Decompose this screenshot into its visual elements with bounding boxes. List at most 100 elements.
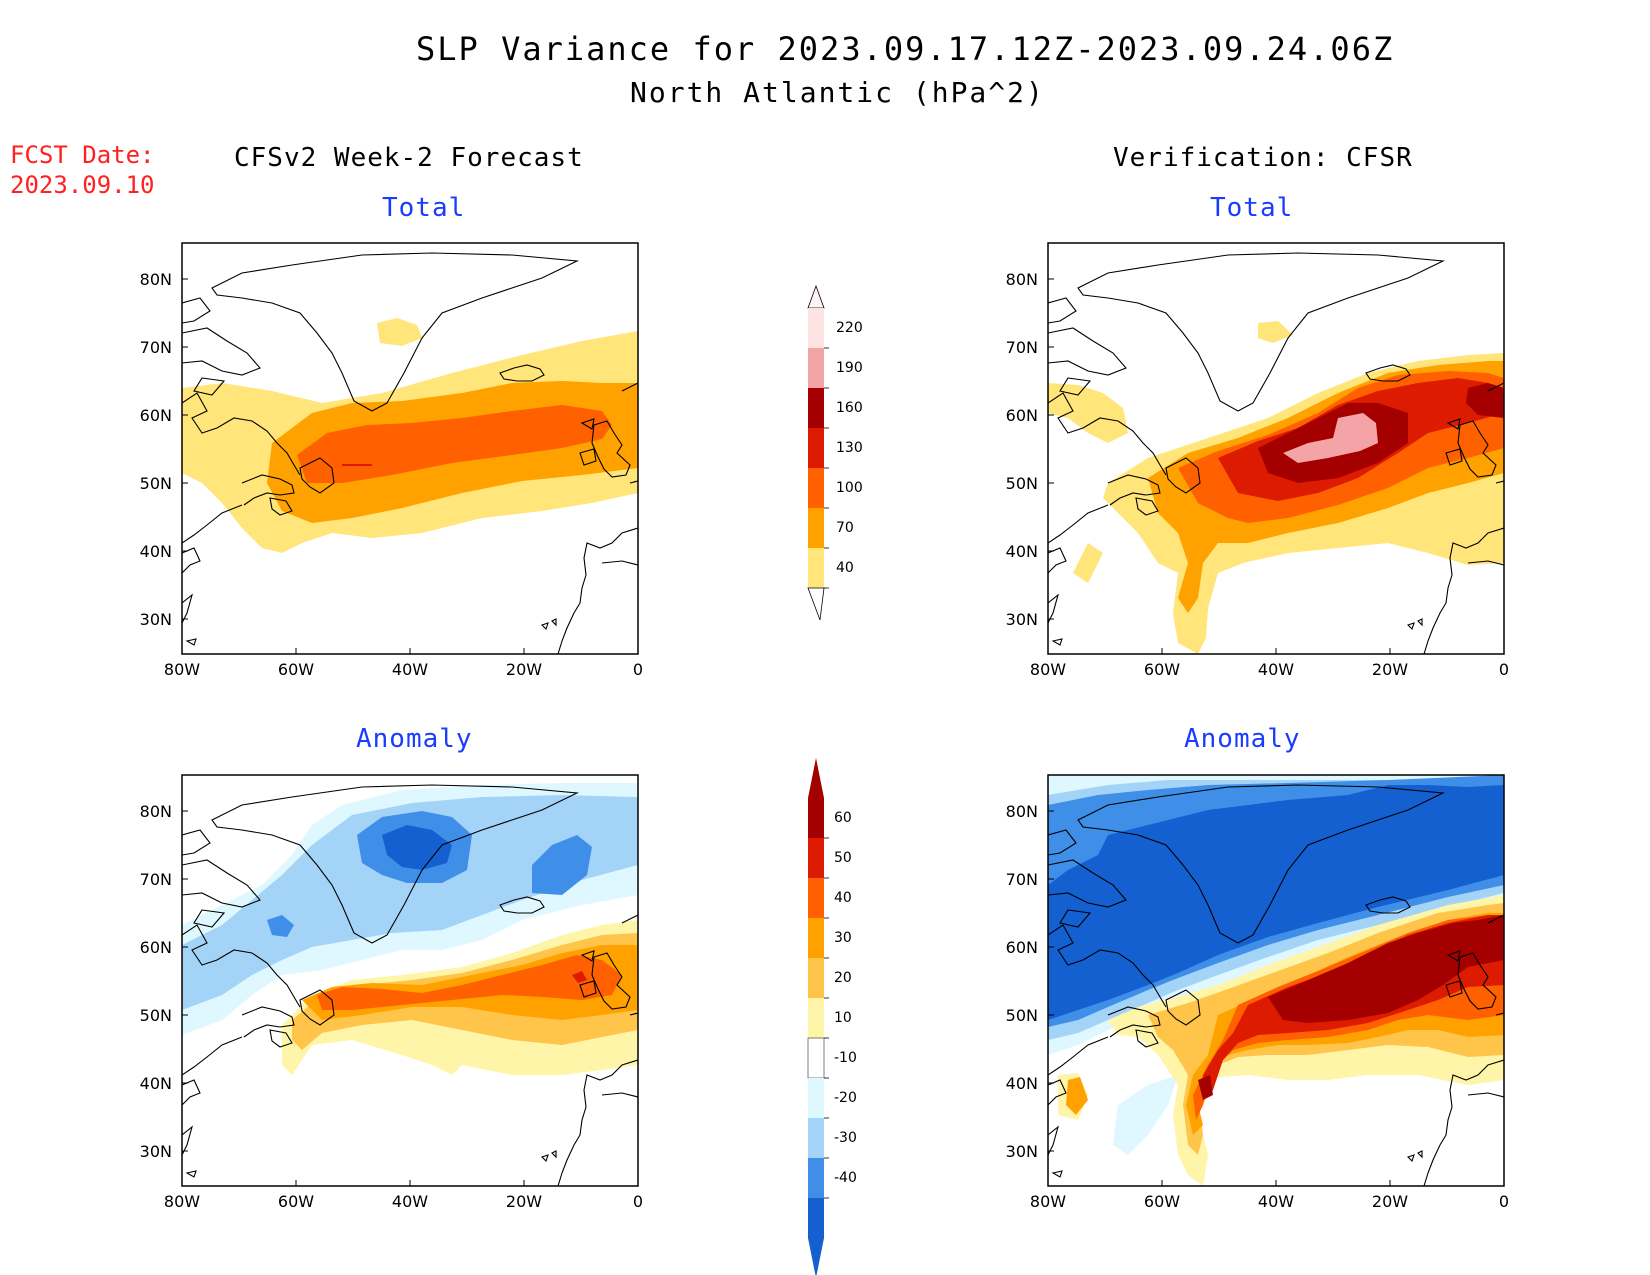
colorbar-anomaly-swatch <box>808 798 824 838</box>
lon-tick-label: 0 <box>1499 660 1509 679</box>
lat-tick-label: 80N <box>1006 270 1038 289</box>
fcst-date-block: FCST Date: 2023.09.10 <box>10 140 155 200</box>
lon-tick-label: 40W <box>1258 1192 1294 1211</box>
lat-tick-label: 40N <box>140 1074 172 1093</box>
lon-tick-label: 80W <box>1030 660 1066 679</box>
lon-tick-label: 60W <box>1144 1192 1180 1211</box>
colorbar-anomaly-label: -40 <box>834 1170 857 1186</box>
colorbar-anomaly-label: 60 <box>834 810 852 826</box>
lat-tick-label: 50N <box>140 474 172 493</box>
colorbar-anomaly-label: 30 <box>834 930 852 946</box>
lon-tick-label: 80W <box>1030 1192 1066 1211</box>
lon-tick-label: 20W <box>1372 1192 1408 1211</box>
lat-tick-label: 50N <box>1006 474 1038 493</box>
lat-tick-label: 40N <box>140 542 172 561</box>
lon-tick-label: 60W <box>1144 660 1180 679</box>
panel-title-verification-anomaly: Anomaly <box>1184 724 1301 754</box>
colorbar-anomaly-label: -30 <box>834 1130 857 1146</box>
colorbar-anomaly: 60 50 40 30 20 10 -10 -20 -30 -40 <box>807 758 857 1275</box>
lon-tick-label: 0 <box>633 660 643 679</box>
fcst-date-label: FCST Date: <box>10 141 155 169</box>
colorbar-total-swatch <box>808 508 824 548</box>
lat-tick-label: 60N <box>1006 938 1038 957</box>
lat-tick-label: 70N <box>140 338 172 357</box>
colorbar-anomaly-swatch <box>808 998 824 1038</box>
lat-tick-label: 60N <box>140 406 172 425</box>
colorbar-anomaly-swatch <box>808 918 824 958</box>
colorbar-anomaly-swatch <box>808 838 824 878</box>
lat-tick-label: 40N <box>1006 1074 1038 1093</box>
colorbar-anomaly-label: 50 <box>834 850 852 866</box>
colorbar-anomaly-label: 10 <box>834 1010 852 1026</box>
colorbar-anomaly-swatch <box>808 1158 824 1198</box>
lon-tick-label: 40W <box>1258 660 1294 679</box>
colorbar-total-label: 100 <box>836 480 863 496</box>
colorbar-total-label: 160 <box>836 400 863 416</box>
lat-tick-label: 30N <box>140 1142 172 1161</box>
axis-labels: 80N 70N 60N 50N 40N 30N 80W 60W 40W 20W 0 80N 70N 60N… <box>140 270 1509 1211</box>
figure-subtitle: North Atlantic (hPa^2) <box>630 76 1045 109</box>
colorbar-anomaly-swatch <box>808 1198 824 1238</box>
lat-tick-label: 60N <box>1006 406 1038 425</box>
lat-tick-label: 70N <box>1006 870 1038 889</box>
colorbar-anomaly-swatch <box>808 878 824 918</box>
colorbar-total-swatch <box>808 428 824 468</box>
lat-tick-label: 80N <box>140 802 172 821</box>
lon-tick-label: 40W <box>392 660 428 679</box>
lon-tick-label: 20W <box>506 1192 542 1211</box>
colorbar-anomaly-swatch <box>807 1037 825 1079</box>
lat-tick-label: 80N <box>1006 802 1038 821</box>
panel-title-forecast-anomaly: Anomaly <box>356 724 473 754</box>
colorbar-total-label: 40 <box>836 560 854 576</box>
lon-tick-label: 20W <box>506 660 542 679</box>
colorbar-anomaly-label: -20 <box>834 1090 857 1106</box>
lon-tick-label: 60W <box>278 1192 314 1211</box>
lon-tick-label: 20W <box>1372 660 1408 679</box>
colorbar-anomaly-swatch <box>808 1118 824 1158</box>
lon-tick-label: 80W <box>164 660 200 679</box>
colorbar-anomaly-label: -10 <box>834 1050 857 1066</box>
colorbar-total-bottom-arrow <box>807 587 825 621</box>
lat-tick-label: 50N <box>140 1006 172 1025</box>
lat-tick-label: 50N <box>1006 1006 1038 1025</box>
colorbar-total-label: 130 <box>836 440 863 456</box>
colorbar-anomaly-top-arrow <box>808 758 824 798</box>
figure-title: SLP Variance for 2023.09.17.12Z-2023.09.… <box>416 30 1395 68</box>
lat-tick-label: 80N <box>140 270 172 289</box>
lat-tick-label: 30N <box>140 610 172 629</box>
lon-tick-label: 60W <box>278 660 314 679</box>
colorbar-anomaly-swatch <box>808 958 824 998</box>
colorbar-total-label: 70 <box>836 520 854 536</box>
colorbar-total-swatch <box>808 388 824 428</box>
lat-tick-label: 70N <box>140 870 172 889</box>
colorbar-total-label: 220 <box>836 320 863 336</box>
colorbar-total-top-arrow <box>807 284 825 309</box>
panel-title-forecast-total: Total <box>382 193 466 223</box>
lat-tick-label: 60N <box>140 938 172 957</box>
lon-tick-label: 40W <box>392 1192 428 1211</box>
forecast-column-title: CFSv2 Week-2 Forecast <box>234 143 584 173</box>
panel-title-verification-total: Total <box>1210 193 1294 223</box>
lat-tick-label: 40N <box>1006 542 1038 561</box>
colorbar-anomaly-label: 40 <box>834 890 852 906</box>
lat-tick-label: 30N <box>1006 610 1038 629</box>
lon-tick-label: 0 <box>633 1192 643 1211</box>
map-panel-forecast-total <box>181 242 639 655</box>
colorbar-total-label: 190 <box>836 360 863 376</box>
lat-tick-label: 30N <box>1006 1142 1038 1161</box>
map-panel-verification-total <box>1047 242 1505 655</box>
verification-column-title: Verification: CFSR <box>1113 143 1413 173</box>
colorbar-total: 220 190 160 130 100 70 40 <box>807 284 863 621</box>
lat-tick-label: 70N <box>1006 338 1038 357</box>
lon-tick-label: 80W <box>164 1192 200 1211</box>
lon-tick-label: 0 <box>1499 1192 1509 1211</box>
colorbar-anomaly-label: 20 <box>834 970 852 986</box>
colorbar-anomaly-swatch <box>808 1078 824 1118</box>
map-panel-forecast-anomaly <box>181 774 639 1187</box>
colorbar-total-swatch <box>808 308 824 348</box>
colorbar-total-swatch <box>808 468 824 508</box>
fcst-date-value: 2023.09.10 <box>10 171 155 199</box>
colorbar-total-swatch <box>808 348 824 388</box>
colorbar-anomaly-bottom-arrow <box>808 1238 824 1275</box>
